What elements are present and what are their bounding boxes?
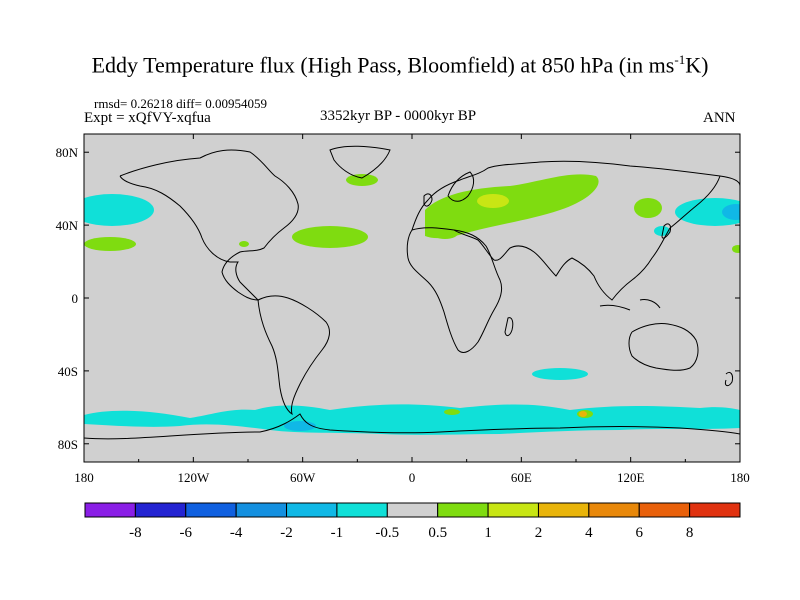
coast-greenland — [329, 145, 391, 179]
coastlines — [84, 145, 740, 440]
anomaly-patch-pacific-east — [732, 245, 740, 253]
colorbar: -8 -6 -4 -2 -1 -0.5 0.5 1 2 4 6 8 — [84, 502, 741, 541]
anomaly-patch-gulf-coast — [239, 241, 249, 247]
x-tick-label: 0 — [409, 470, 416, 485]
experiment-label: Expt = xQfVY-xqfua — [84, 110, 211, 126]
coast-indonesia — [599, 299, 661, 311]
colorbar-label: 1 — [484, 525, 492, 541]
colorbar-swatch — [537, 502, 590, 518]
chart-title: Eddy Temperature flux (High Pass, Bloomf… — [0, 52, 800, 78]
coast-eurasia — [411, 160, 740, 301]
x-tick-label: 180 — [730, 470, 750, 485]
x-tick-label: 60W — [290, 470, 316, 485]
period-label: 3352kyr BP - 0000kyr BP — [320, 108, 477, 124]
coast-madagascar — [504, 317, 514, 337]
colorbar-label: 0.5 — [428, 525, 447, 541]
anomaly-patch-south-indian — [532, 368, 588, 380]
y-tick-label: 40S — [58, 364, 78, 379]
colorbar-label: 6 — [635, 525, 643, 541]
colorbar-swatch — [386, 502, 439, 518]
colorbar-swatch — [185, 502, 237, 518]
anomaly-patch-mediterranean — [431, 225, 459, 239]
coast-australia — [628, 323, 699, 371]
coast-british-isles — [423, 193, 433, 207]
colorbar-swatch — [336, 502, 388, 518]
x-tick-label: 120W — [177, 470, 210, 485]
anomaly-patch-central-pacific — [84, 237, 136, 251]
colorbar-label: 4 — [585, 525, 593, 541]
stats-label: rmsd= 0.26218 diff= 0.00954059 — [94, 96, 267, 111]
x-tick-label: 180 — [74, 470, 94, 485]
coast-south-america — [257, 295, 330, 416]
y-tick-label: 80S — [58, 437, 78, 452]
x-tick-label: 120E — [617, 470, 645, 485]
coast-north-america — [119, 149, 299, 301]
anomaly-patch-greenland — [346, 174, 378, 186]
coast-new-zealand — [725, 371, 733, 387]
anomaly-patch-north-pacific-core — [722, 204, 740, 220]
title-superscript: -1 — [674, 52, 686, 67]
colorbar-label: -2 — [280, 525, 293, 541]
title-tail: K) — [685, 52, 709, 78]
colorbar-swatch — [487, 502, 539, 518]
colorbar-swatch — [588, 502, 640, 518]
anomaly-patch-japan — [654, 226, 670, 236]
colorbar-label: 2 — [535, 525, 543, 541]
x-tick-label: 60E — [511, 470, 532, 485]
colorbar-label: -1 — [331, 525, 344, 541]
colorbar-label: -4 — [230, 525, 243, 541]
anomaly-patch-north-pacific-east — [675, 198, 740, 226]
y-axis: 80N 40N 0 40S 80S — [56, 145, 740, 452]
colorbar-swatch — [235, 502, 288, 518]
colorbar-label: 8 — [686, 525, 694, 541]
anomaly-patch-eurasia-core — [477, 194, 509, 208]
anomaly-band-eurasia — [425, 174, 599, 239]
colorbar-swatch — [84, 502, 136, 518]
coast-japan — [661, 223, 671, 239]
anomaly-patch-east-asia — [634, 198, 662, 218]
anomaly-patch-south-indian-strong — [579, 411, 587, 417]
coast-africa — [406, 227, 503, 353]
title-main: Eddy Temperature flux (High Pass, Bloomf… — [91, 52, 675, 78]
anomaly-patch-north-pacific-west — [84, 194, 154, 226]
y-tick-label: 0 — [72, 291, 79, 306]
season-label: ANN — [703, 110, 736, 126]
colorbar-label: -6 — [180, 525, 193, 541]
x-axis: 180 120W 60W 0 60E 120E 180 — [74, 134, 750, 485]
coast-antarctica — [84, 413, 740, 440]
colorbar-swatch — [437, 502, 489, 518]
colorbar-swatch — [286, 502, 338, 518]
colorbar-label: -0.5 — [375, 525, 399, 541]
colorbar-label: -8 — [129, 525, 142, 541]
y-tick-label: 40N — [56, 218, 79, 233]
anomaly-patches — [84, 174, 740, 435]
y-tick-label: 80N — [56, 145, 79, 160]
colorbar-swatch — [689, 502, 741, 518]
coast-scandinavia — [447, 171, 475, 202]
anomaly-patch-weddell — [444, 409, 460, 415]
colorbar-swatch — [638, 502, 691, 518]
anomaly-patch-north-atlantic — [292, 226, 368, 248]
colorbar-swatch — [134, 502, 187, 518]
